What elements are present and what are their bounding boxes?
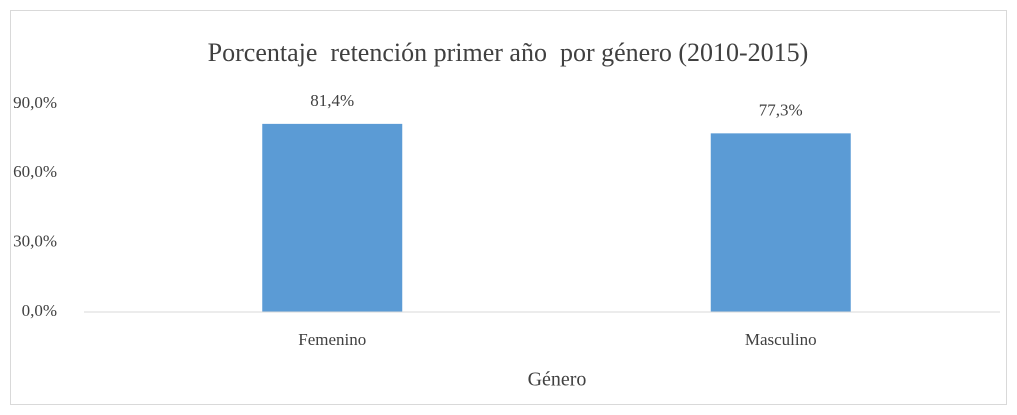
x-tick-label: Masculino xyxy=(745,330,817,349)
value-label: 77,3% xyxy=(759,100,803,119)
x-tick-label: Femenino xyxy=(298,330,366,349)
y-tick-label: 30,0% xyxy=(13,232,57,251)
y-tick-label: 90,0% xyxy=(13,93,57,112)
value-label: 81,4% xyxy=(310,91,354,110)
y-tick-label: 60,0% xyxy=(13,162,57,181)
x-axis-title: Género xyxy=(528,369,587,391)
bar xyxy=(710,133,851,312)
bar xyxy=(262,123,403,313)
y-tick-label: 0,0% xyxy=(22,301,57,320)
chart-border xyxy=(10,10,1007,405)
chart-title: Porcentaje retención primer año por géne… xyxy=(208,38,809,67)
